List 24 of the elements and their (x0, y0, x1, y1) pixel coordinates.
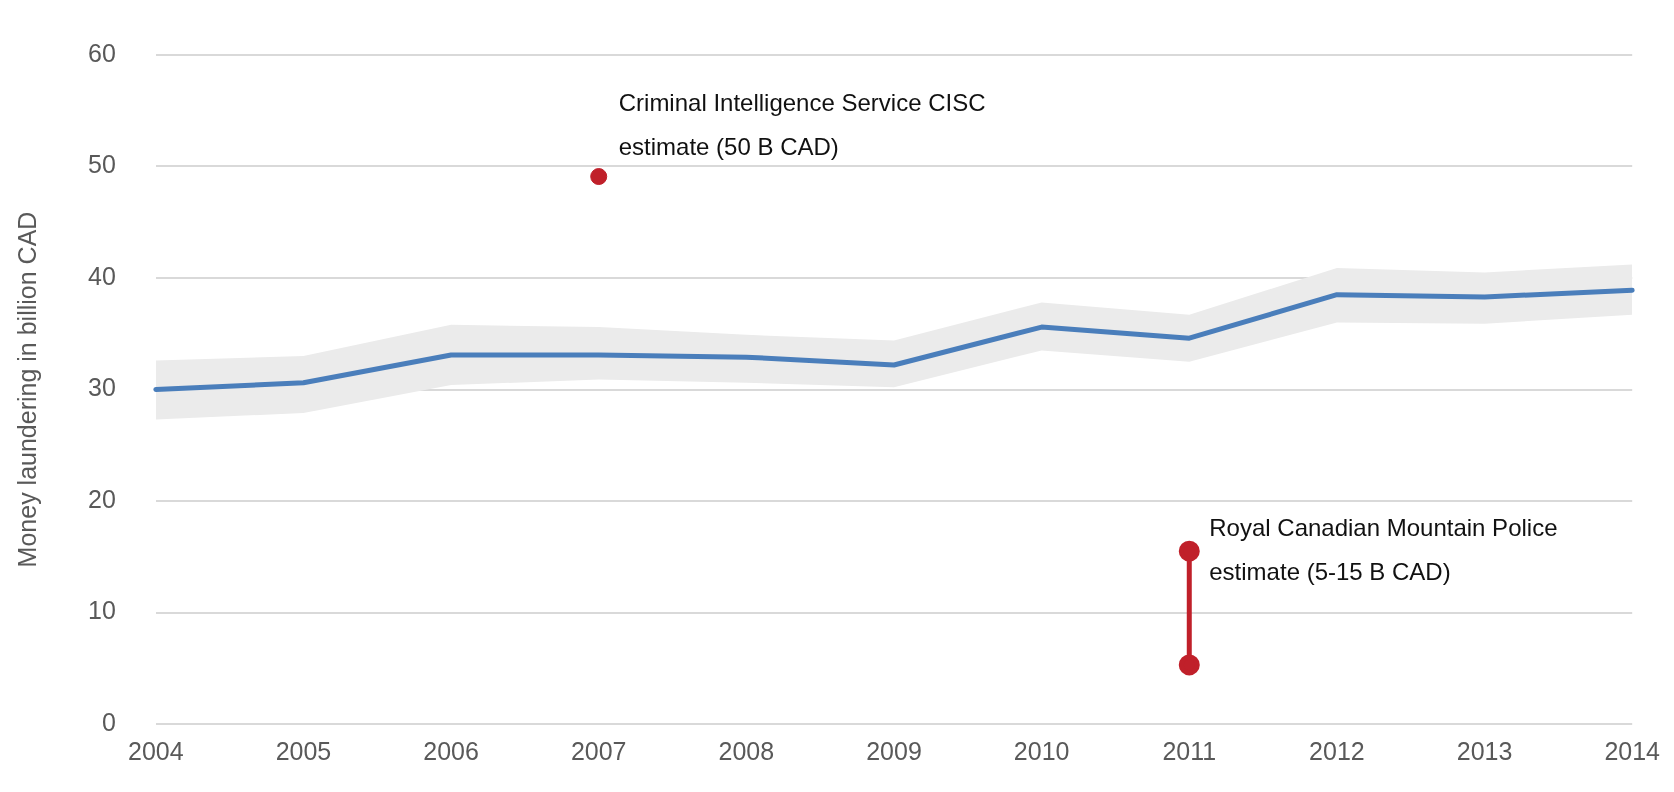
annotation: Criminal Intelligence Service CISC estimate (50 B CAD) (618, 89, 986, 161)
x-tick-label: 2009 (866, 736, 922, 765)
x-tick-label: 2004 (128, 736, 184, 765)
x-tick-label: 2006 (423, 736, 479, 765)
annotation: Royal Canadian Mountain Police estimate (5-15 B CAD) (1209, 513, 1558, 585)
y-tick-label: 60 (88, 38, 116, 67)
y-tick-label: 20 (88, 484, 116, 513)
x-tick-label: 2013 (1456, 736, 1513, 765)
point (1178, 540, 1200, 562)
y-axis-title: Money laundering in billion CAD (12, 211, 41, 568)
x-tick-label: 2008 (718, 736, 775, 765)
y-tick-label: 40 (88, 261, 116, 290)
x-tick-label: 2005 (275, 736, 332, 765)
point (590, 168, 608, 186)
y-tick-label: 0 (101, 707, 116, 736)
y-tick-label: 50 (88, 150, 116, 179)
x-tick-label: 2012 (1309, 736, 1365, 765)
y-tick-label: 10 (88, 596, 116, 625)
x-tick-label: 2010 (1013, 736, 1070, 765)
x-tick-label: 2011 (1162, 736, 1217, 765)
x-tick-label: 2007 (570, 736, 627, 765)
y-tick-label: 30 (88, 373, 116, 402)
x-tick-label: 2014 (1604, 736, 1661, 765)
point (1178, 654, 1200, 676)
